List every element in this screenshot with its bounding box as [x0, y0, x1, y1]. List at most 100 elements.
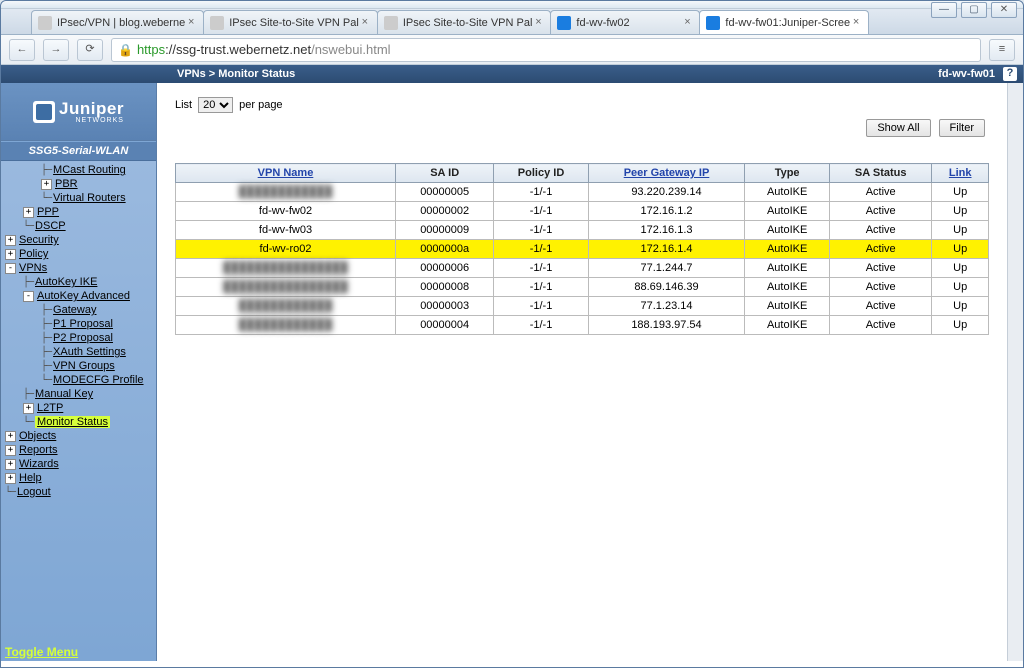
- nav-link[interactable]: AutoKey Advanced: [37, 290, 130, 302]
- sidebar-item[interactable]: +Objects: [1, 429, 156, 443]
- nav-link[interactable]: MODECFG Profile: [53, 374, 143, 386]
- tab-close-icon[interactable]: ×: [359, 17, 371, 29]
- nav-link[interactable]: AutoKey IKE: [35, 276, 97, 288]
- table-cell: 00000006: [396, 259, 494, 278]
- sidebar-item[interactable]: +Wizards: [1, 457, 156, 471]
- nav-link[interactable]: PBR: [55, 178, 78, 190]
- per-page-select[interactable]: 20: [198, 97, 233, 113]
- tab-close-icon[interactable]: ×: [185, 17, 197, 29]
- column-header[interactable]: Link: [932, 164, 989, 183]
- sidebar-item[interactable]: └─Monitor Status: [1, 415, 156, 429]
- sidebar-item[interactable]: -VPNs: [1, 261, 156, 275]
- nav-link[interactable]: Manual Key: [35, 388, 93, 400]
- tree-line-icon: ├─: [41, 333, 51, 344]
- sidebar-item[interactable]: +L2TP: [1, 401, 156, 415]
- expander-icon[interactable]: -: [23, 291, 34, 302]
- sidebar-item[interactable]: ├─P2 Proposal: [1, 331, 156, 345]
- browser-tab[interactable]: fd-wv-fw02×: [550, 10, 700, 34]
- sidebar-item[interactable]: +Policy: [1, 247, 156, 261]
- sidebar-item[interactable]: ├─MCast Routing: [1, 163, 156, 177]
- table-cell: AutoIKE: [745, 316, 830, 335]
- table-cell: 00000009: [396, 221, 494, 240]
- tab-close-icon[interactable]: ×: [681, 17, 693, 29]
- nav-link[interactable]: XAuth Settings: [53, 346, 126, 358]
- browser-tab[interactable]: IPsec Site-to-Site VPN Pal×: [203, 10, 378, 34]
- expander-icon[interactable]: +: [5, 445, 16, 456]
- sidebar-item[interactable]: +Security: [1, 233, 156, 247]
- nav-link[interactable]: Virtual Routers: [53, 192, 126, 204]
- toggle-menu-link[interactable]: Toggle Menu: [5, 645, 78, 659]
- nav-link[interactable]: DSCP: [35, 220, 66, 232]
- browser-tab[interactable]: IPsec/VPN | blog.weberne×: [31, 10, 204, 34]
- sort-link[interactable]: VPN Name: [258, 167, 314, 179]
- expander-icon[interactable]: +: [5, 249, 16, 260]
- browser-tab[interactable]: fd-wv-fw01:Juniper-Scree×: [699, 10, 869, 34]
- sort-link[interactable]: Link: [949, 167, 972, 179]
- sidebar-item[interactable]: └─Virtual Routers: [1, 191, 156, 205]
- sidebar-item[interactable]: +PPP: [1, 205, 156, 219]
- expander-icon[interactable]: -: [5, 263, 16, 274]
- sidebar-item[interactable]: -AutoKey Advanced: [1, 289, 156, 303]
- sidebar-item[interactable]: └─DSCP: [1, 219, 156, 233]
- nav-link[interactable]: Objects: [19, 430, 56, 442]
- expander-icon[interactable]: +: [23, 207, 34, 218]
- expander-icon[interactable]: +: [5, 235, 16, 246]
- table-row: ████████████00000003-1/-177.1.23.14AutoI…: [176, 297, 989, 316]
- expander-icon[interactable]: +: [5, 431, 16, 442]
- expander-icon[interactable]: +: [23, 403, 34, 414]
- reload-button[interactable]: ⟳: [77, 39, 103, 61]
- sidebar-item[interactable]: └─MODECFG Profile: [1, 373, 156, 387]
- tab-close-icon[interactable]: ×: [850, 17, 862, 29]
- browser-menu-button[interactable]: ≡: [989, 39, 1015, 61]
- help-icon[interactable]: ?: [1003, 67, 1017, 81]
- sidebar-item[interactable]: ├─VPN Groups: [1, 359, 156, 373]
- nav-link[interactable]: VPN Groups: [53, 360, 115, 372]
- nav-link[interactable]: Reports: [19, 444, 58, 456]
- address-bar: ← → ⟳ 🔒 https://ssg-trust.webernetz.net/…: [1, 35, 1023, 65]
- table-cell: 0000000a: [396, 240, 494, 259]
- sidebar-item[interactable]: ├─AutoKey IKE: [1, 275, 156, 289]
- nav-link[interactable]: Logout: [17, 486, 51, 498]
- close-button[interactable]: ✕: [991, 2, 1017, 18]
- show-all-button[interactable]: Show All: [866, 119, 930, 137]
- back-button[interactable]: ←: [9, 39, 35, 61]
- sidebar-item[interactable]: +Help: [1, 471, 156, 485]
- sidebar-item[interactable]: ├─XAuth Settings: [1, 345, 156, 359]
- filter-button[interactable]: Filter: [939, 119, 985, 137]
- nav-link[interactable]: PPP: [37, 206, 59, 218]
- sidebar-item[interactable]: └─Logout: [1, 485, 156, 499]
- nav-link[interactable]: Policy: [19, 248, 48, 260]
- maximize-button[interactable]: ▢: [961, 2, 987, 18]
- nav-link[interactable]: Gateway: [53, 304, 96, 316]
- nav-link[interactable]: VPNs: [19, 262, 47, 274]
- tree-line-icon: └─: [23, 417, 33, 428]
- nav-link[interactable]: Security: [19, 234, 59, 246]
- nav-link[interactable]: Wizards: [19, 458, 59, 470]
- sort-link[interactable]: Peer Gateway IP: [624, 167, 710, 179]
- sidebar-item[interactable]: ├─Manual Key: [1, 387, 156, 401]
- tab-close-icon[interactable]: ×: [532, 17, 544, 29]
- browser-tab[interactable]: IPsec Site-to-Site VPN Pal×: [377, 10, 552, 34]
- column-header[interactable]: Peer Gateway IP: [588, 164, 745, 183]
- forward-button[interactable]: →: [43, 39, 69, 61]
- expander-icon[interactable]: +: [5, 473, 16, 484]
- nav-link[interactable]: Monitor Status: [35, 416, 110, 428]
- titlebar: [1, 1, 1023, 9]
- scrollbar[interactable]: [1007, 83, 1023, 661]
- sidebar-item[interactable]: ├─Gateway: [1, 303, 156, 317]
- expander-icon[interactable]: +: [5, 459, 16, 470]
- table-cell: AutoIKE: [745, 202, 830, 221]
- nav-link[interactable]: Help: [19, 472, 42, 484]
- nav-link[interactable]: P1 Proposal: [53, 318, 113, 330]
- sidebar-item[interactable]: +Reports: [1, 443, 156, 457]
- nav-link[interactable]: L2TP: [37, 402, 63, 414]
- sidebar-item[interactable]: ├─P1 Proposal: [1, 317, 156, 331]
- url-box[interactable]: 🔒 https://ssg-trust.webernetz.net/nswebu…: [111, 38, 981, 62]
- minimize-button[interactable]: —: [931, 2, 957, 18]
- nav-link[interactable]: P2 Proposal: [53, 332, 113, 344]
- column-header[interactable]: VPN Name: [176, 164, 396, 183]
- expander-icon[interactable]: +: [41, 179, 52, 190]
- sidebar-item[interactable]: +PBR: [1, 177, 156, 191]
- nav-link[interactable]: MCast Routing: [53, 164, 126, 176]
- table-cell: 77.1.23.14: [588, 297, 745, 316]
